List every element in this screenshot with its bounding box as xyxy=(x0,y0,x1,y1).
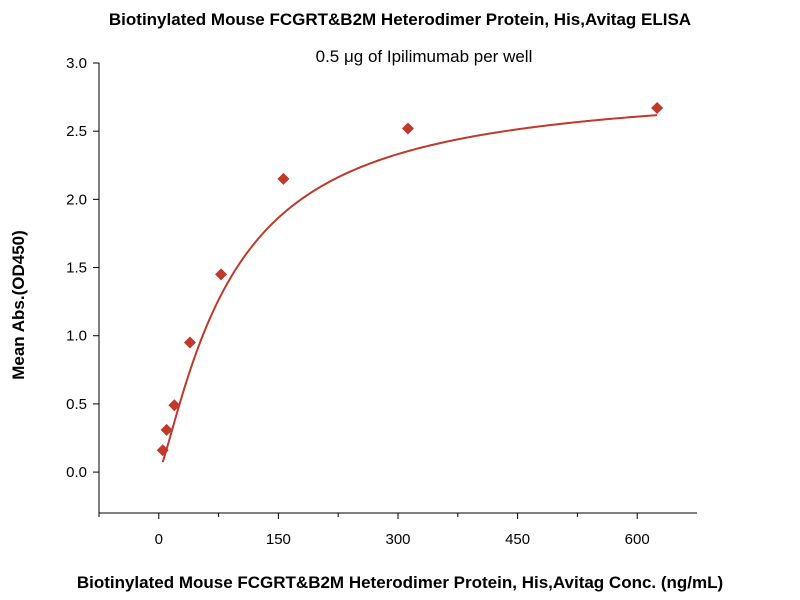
y-tick-label: 1.0 xyxy=(66,328,87,345)
x-tick-label: 450 xyxy=(505,531,530,548)
data-point xyxy=(168,399,181,412)
axes: 0.0 0.5 1.0 1.5 2.0 2.5 3.0 0 150 300 450 600 xyxy=(66,55,697,548)
data-point xyxy=(156,444,169,457)
data-point xyxy=(651,102,664,114)
y-tick-label: 0.5 xyxy=(66,396,87,413)
y-tick-label: 2.0 xyxy=(66,191,87,208)
chart-subtitle: 0.5 μg of Ipilimumab per well xyxy=(316,47,533,66)
x-tick-label: 300 xyxy=(385,531,410,548)
fit-curve-group xyxy=(161,114,658,463)
chart-title: Biotinylated Mouse FCGRT&B2M Heterodimer… xyxy=(109,10,691,29)
x-tick-label: 0 xyxy=(155,531,163,548)
data-points xyxy=(156,102,664,457)
data-point xyxy=(277,172,290,185)
data-point xyxy=(401,122,414,135)
data-point xyxy=(215,268,228,281)
y-tick-label: 3.0 xyxy=(66,55,87,72)
x-tick-label: 600 xyxy=(625,531,650,548)
y-tick-label: 2.5 xyxy=(66,123,87,140)
data-point xyxy=(160,423,173,436)
data-point xyxy=(183,336,196,349)
y-axis-label: Mean Abs.(OD450) xyxy=(9,230,28,380)
x-axis-label: Biotinylated Mouse FCGRT&B2M Heterodimer… xyxy=(77,573,723,592)
y-tick-label: 1.5 xyxy=(66,260,87,277)
fit-curve xyxy=(161,114,658,463)
x-tick-label: 150 xyxy=(266,531,291,548)
y-tick-label: 0.0 xyxy=(66,464,87,481)
